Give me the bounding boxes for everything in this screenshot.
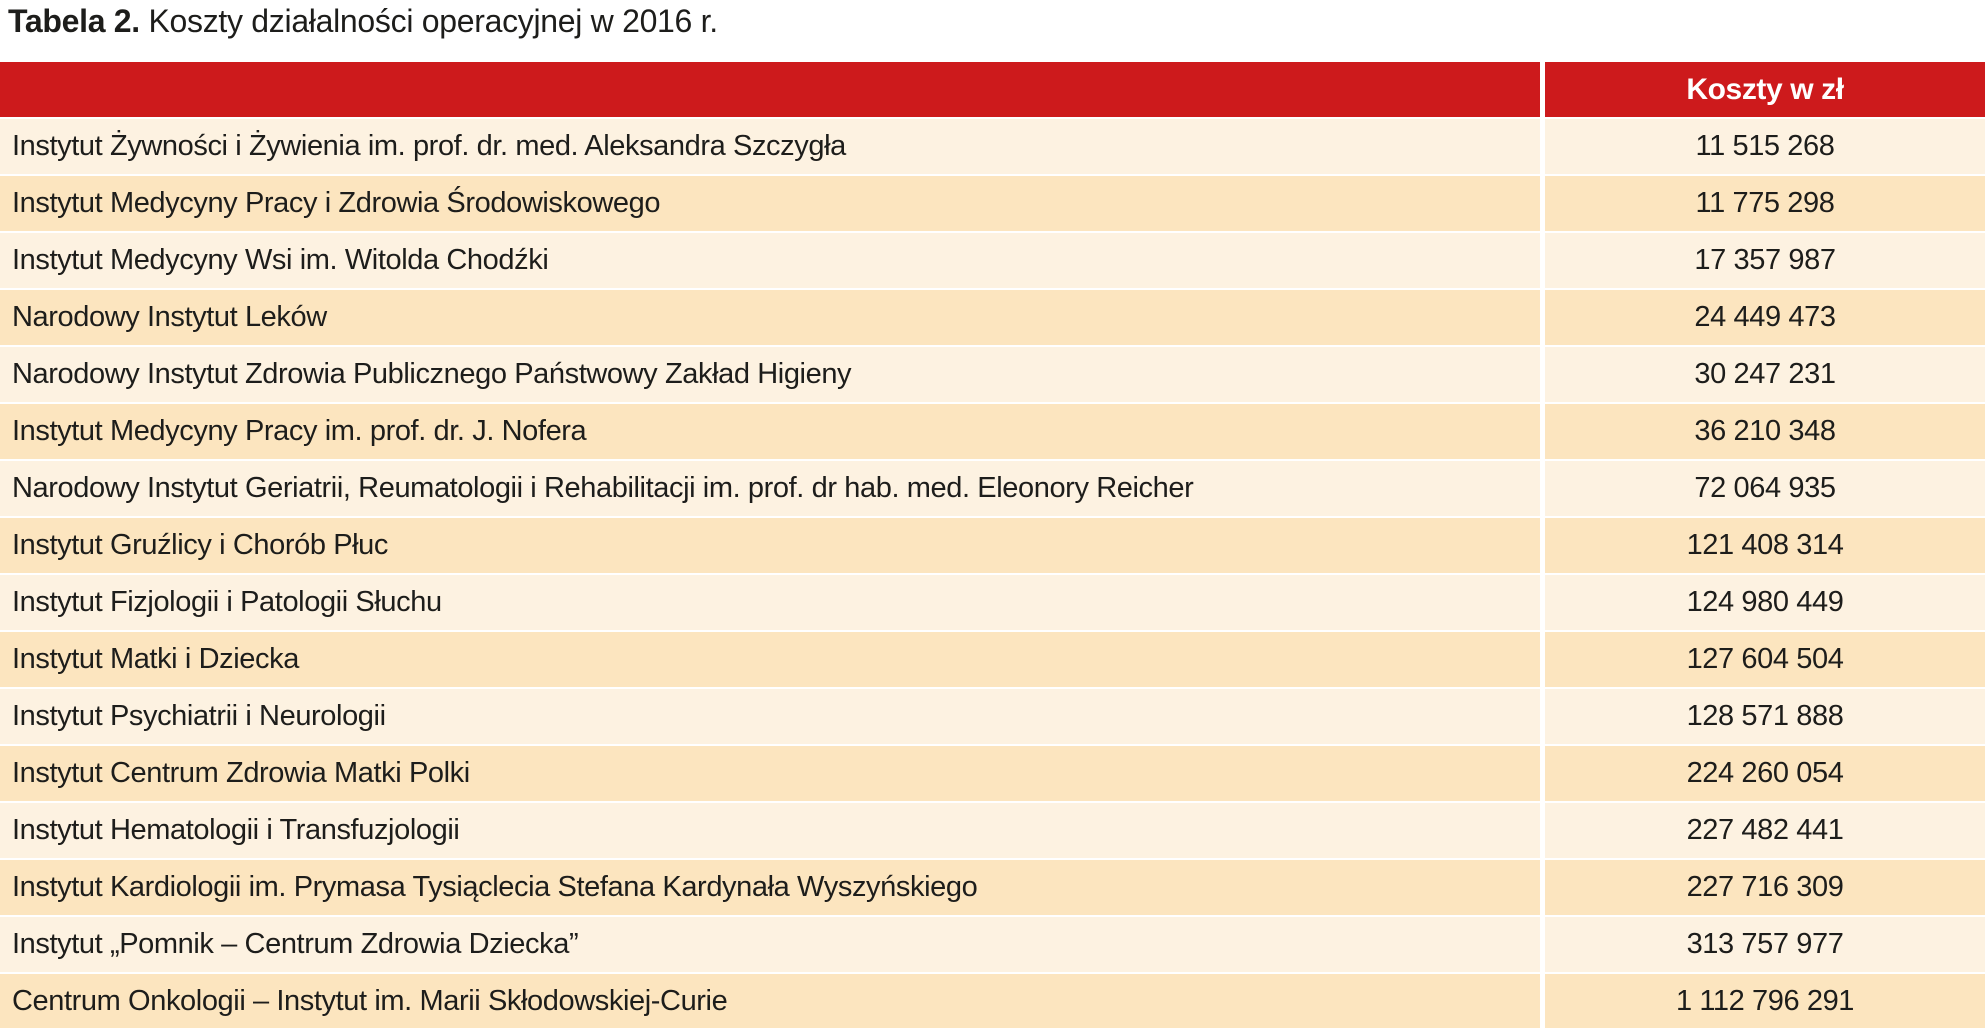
cost-cell: 313 757 977: [1540, 917, 1985, 972]
cost-cell: 127 604 504: [1540, 632, 1985, 687]
institution-cell: Instytut Medycyny Pracy im. prof. dr. J.…: [12, 415, 587, 447]
institution-cell: Instytut Medycyny Wsi im. Witolda Chodźk…: [12, 244, 549, 276]
cost-cell: 121 408 314: [1540, 518, 1985, 573]
table-row: Instytut Hematologii i Transfuzjologii 2…: [0, 801, 1985, 858]
table-row: Instytut Centrum Zdrowia Matki Polki 224…: [0, 744, 1985, 801]
table-row: Instytut Fizjologii i Patologii Słuchu 1…: [0, 573, 1985, 630]
institution-cell: Narodowy Instytut Leków: [12, 301, 327, 333]
institution-cell: Narodowy Instytut Zdrowia Publicznego Pa…: [12, 358, 852, 390]
cost-cell: 227 716 309: [1540, 860, 1985, 915]
institution-cell: Narodowy Instytut Geriatrii, Reumatologi…: [12, 472, 1194, 504]
cost-cell: 17 357 987: [1540, 233, 1985, 288]
table-row: Narodowy Instytut Zdrowia Publicznego Pa…: [0, 345, 1985, 402]
table-row: Narodowy Instytut Geriatrii, Reumatologi…: [0, 459, 1985, 516]
institution-cell: Instytut „Pomnik – Centrum Zdrowia Dziec…: [12, 928, 579, 960]
caption-label: Tabela 2.: [8, 3, 140, 39]
table-row: Instytut Kardiologii im. Prymasa Tysiącl…: [0, 858, 1985, 915]
header-costs-cell: Koszty w zł: [1540, 62, 1985, 117]
institution-cell: Instytut Psychiatrii i Neurologii: [12, 700, 386, 732]
table-row: Centrum Onkologii – Instytut im. Marii S…: [0, 972, 1985, 1028]
cost-cell: 1 112 796 291: [1540, 974, 1985, 1028]
table-row: Instytut Medycyny Wsi im. Witolda Chodźk…: [0, 231, 1985, 288]
cost-cell: 36 210 348: [1540, 404, 1985, 459]
table-caption: Tabela 2. Koszty działalności operacyjne…: [8, 3, 718, 40]
institution-cell: Centrum Onkologii – Instytut im. Marii S…: [12, 985, 728, 1017]
institution-cell: Instytut Centrum Zdrowia Matki Polki: [12, 757, 470, 789]
institution-cell: Instytut Fizjologii i Patologii Słuchu: [12, 586, 442, 618]
institution-cell: Instytut Hematologii i Transfuzjologii: [12, 814, 460, 846]
cost-cell: 128 571 888: [1540, 689, 1985, 744]
institution-cell: Instytut Kardiologii im. Prymasa Tysiącl…: [12, 871, 978, 903]
caption-text: Koszty działalności operacyjnej w 2016 r…: [148, 3, 718, 39]
cost-cell: 30 247 231: [1540, 347, 1985, 402]
institution-cell: Instytut Żywności i Żywienia im. prof. d…: [12, 130, 846, 162]
table-row: Instytut „Pomnik – Centrum Zdrowia Dziec…: [0, 915, 1985, 972]
cost-cell: 72 064 935: [1540, 461, 1985, 516]
table-row: Instytut Żywności i Żywienia im. prof. d…: [0, 117, 1985, 174]
table-row: Instytut Medycyny Pracy i Zdrowia Środow…: [0, 174, 1985, 231]
cost-cell: 24 449 473: [1540, 290, 1985, 345]
table-row: Instytut Medycyny Pracy im. prof. dr. J.…: [0, 402, 1985, 459]
table-header-row: Koszty w zł: [0, 62, 1985, 117]
table-row: Instytut Gruźlicy i Chorób Płuc 121 408 …: [0, 516, 1985, 573]
cost-cell: 227 482 441: [1540, 803, 1985, 858]
costs-table: Koszty w zł Instytut Żywności i Żywienia…: [0, 62, 1985, 1028]
cost-cell: 11 775 298: [1540, 176, 1985, 231]
table-row: Instytut Psychiatrii i Neurologii 128 57…: [0, 687, 1985, 744]
institution-cell: Instytut Gruźlicy i Chorób Płuc: [12, 529, 389, 561]
header-institution-cell: [0, 62, 1540, 117]
institution-cell: Instytut Medycyny Pracy i Zdrowia Środow…: [12, 187, 661, 219]
cost-cell: 124 980 449: [1540, 575, 1985, 630]
cost-cell: 11 515 268: [1540, 119, 1985, 174]
table-row: Instytut Matki i Dziecka 127 604 504: [0, 630, 1985, 687]
institution-cell: Instytut Matki i Dziecka: [12, 643, 299, 675]
table-row: Narodowy Instytut Leków 24 449 473: [0, 288, 1985, 345]
cost-cell: 224 260 054: [1540, 746, 1985, 801]
